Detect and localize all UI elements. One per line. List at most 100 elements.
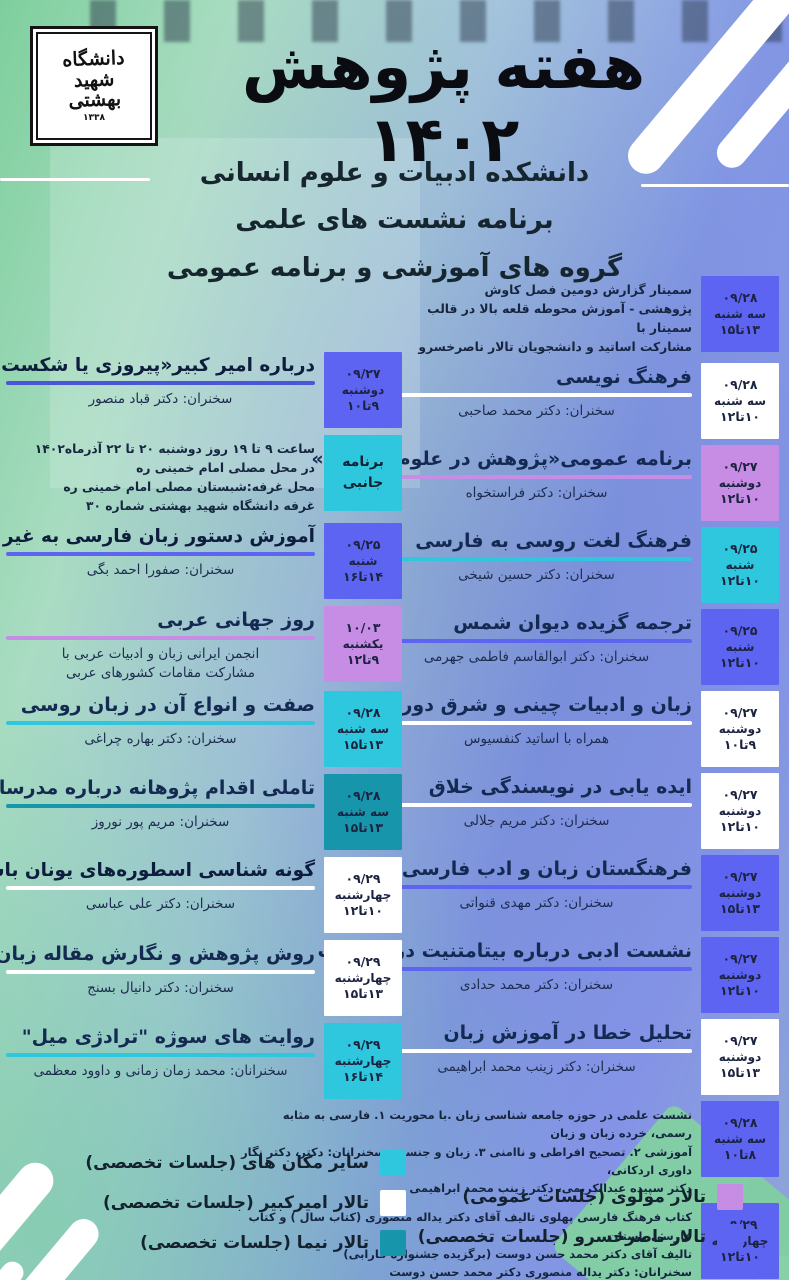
event-date-badge: ۱۰/۰۳ یکشنبه ۹تا۱۲ (324, 606, 402, 683)
event-day: سه شنبه (713, 307, 767, 321)
event-title: گونه شناسی اسطوره‌های یونان باستان (0, 860, 315, 881)
event-speaker: سخنران: دکتر حسین شیخی (458, 566, 615, 583)
university-logo-text: دانشگاه شهید بهشتی (61, 46, 125, 112)
event-card: ۰۹/۲۷ دوشنبه ۱۳تا۱۵ فرهنگستان زبان و ادب… (381, 855, 779, 932)
decor-hline-right (641, 184, 789, 187)
event-time: ۱۳تا۱۵ (720, 322, 760, 337)
event-day: چهارشنبه (334, 1054, 392, 1068)
event-speaker: سخنران: دکتر دانیال بسنج (87, 979, 234, 996)
event-time: ۱۰تا۱۲ (720, 1249, 760, 1265)
event-card: ۰۹/۲۹ چهارشنبه ۱۰تا۱۲ کتاب فرهنگ فارسی پ… (248, 1203, 779, 1280)
event-time: ۱۰تا۱۲ (720, 655, 760, 671)
event-description: سمینار گزارش دومین فصل کاوش پژوهشی - آمو… (418, 283, 692, 355)
event-date: ۱۰/۰۳ (345, 619, 381, 635)
event-speaker: سخنران: دکتر محمد حدادی (459, 976, 614, 993)
event-date-badge: ۰۹/۲۹ چهارشنبه ۱۴تا۱۶ (324, 1023, 402, 1099)
event-underline (6, 552, 315, 557)
event-title: روز جهانی عربی (157, 609, 315, 632)
event-date: ۰۹/۲۸ (722, 1114, 758, 1130)
event-time: ۹تا۱۲ (346, 652, 380, 668)
event-title: تاملی اقدام پژوهانه درباره مدرسان آزفا (0, 777, 315, 799)
event-day: دوشنبه (718, 1050, 762, 1065)
event-date: ۰۹/۲۸ (722, 289, 758, 305)
event-underline (6, 1052, 315, 1057)
event-title: درباره امیر کبیر«پیروزی یا شکست قاجاریه» (0, 355, 315, 376)
events-column-left: ۰۹/۲۷ دوشنبه ۹تا۱۰ درباره امیر کبیر«پیرو… (0, 352, 402, 1106)
event-date-badge: ۰۹/۲۹ چهارشنبه ۱۰تا۱۲ (324, 857, 402, 933)
decor-hline-left (0, 178, 150, 181)
legend-row: تالار ناصرخسرو (جلسات تخصصی) (395, 1224, 743, 1250)
event-card: ۰۹/۲۹ چهارشنبه ۱۴تا۱۶ روایت های سوژه "تر… (6, 1023, 402, 1099)
event-speaker: سخنران: دکتر مهدی قنواتی (459, 894, 614, 911)
event-date: ۰۹/۲۷ (722, 1032, 758, 1048)
event-time: ۱۳تا۱۵ (343, 820, 383, 835)
event-day: سه شنبه (713, 394, 767, 409)
event-underline (381, 638, 692, 643)
event-card: ۰۹/۲۵ شنبه ۱۰تا۱۲ ترجمه گزیده دیوان شمس … (381, 609, 779, 686)
page-subtitle: دانشکده ادبیات و علوم انسانی برنامه نشست… (166, 158, 623, 283)
event-date: ۰۹/۲۷ (722, 786, 758, 802)
event-title: فرهنگستان زبان و ادب فارسی (401, 858, 692, 881)
legend-swatch-other-venues (380, 1150, 406, 1176)
event-date: ۰۹/۲۹ (345, 953, 381, 969)
legend-swatch-nima-hall (380, 1230, 406, 1256)
event-underline (6, 803, 315, 808)
event-underline (6, 635, 315, 640)
event-title: فرهنگ نویسی (556, 366, 692, 389)
event-title: ترجمه گزیده دیوان شمس (453, 612, 692, 635)
event-date: ۰۹/۲۸ (345, 787, 381, 803)
event-date: ۰۹/۲۹ (345, 870, 381, 886)
event-description: کتاب فرهنگ فارسی پهلوی تالیف آقای دکتر ی… (248, 1210, 692, 1280)
event-day: چهارشنبه (334, 888, 392, 902)
event-date-badge: ۰۹/۲۵ شنبه ۱۰تا۱۲ (701, 609, 779, 686)
event-time: ۱۳تا۱۵ (720, 901, 760, 917)
event-speaker: سخنران: صفورا احمد بگی (86, 562, 235, 579)
event-speaker: همراه با اساتید کنفسیوس (464, 730, 609, 747)
event-time: ۸تا۱۰ (723, 1147, 757, 1163)
event-day: شنبه (725, 640, 755, 655)
event-underline (6, 969, 315, 974)
event-time: ۱۰تا۱۲ (720, 409, 760, 425)
legend-row: سایر مکان های (جلسات تخصصی) (52, 1150, 406, 1176)
event-date-badge: ۰۹/۲۵ شنبه ۱۰تا۱۲ (701, 527, 779, 604)
event-card: ۰۹/۲۷ دوشنبه ۱۰تا۱۲ نشست ادبی درباره بیت… (317, 937, 779, 1014)
event-date: ۰۹/۲۵ (722, 540, 758, 556)
event-title: تحلیل خطا در آموزش زبان (443, 1022, 692, 1045)
event-card: ۰۹/۲۸ سه شنبه ۸تا۱۰ نشست علمی در حوزه جا… (241, 1101, 779, 1197)
event-card: ۰۹/۲۷ دوشنبه ۹تا۱۰ درباره امیر کبیر«پیرو… (0, 352, 402, 428)
event-title: روش پژوهش و نگارش مقاله زبان فرانسه (0, 943, 315, 965)
legend-row: تالار امیرکبیر (جلسات تخصصی) (52, 1190, 406, 1216)
event-card: ۰۹/۲۸ سه شنبه ۱۳تا۱۵ تاملی اقدام پژوهانه… (0, 774, 402, 850)
event-date-badge: ۰۹/۲۸ سه شنبه ۱۳تا۱۵ (324, 774, 402, 850)
event-time: ۱۳تا۱۵ (343, 737, 383, 752)
top-photo-figures-decor (90, 0, 789, 42)
event-card: ۰۹/۲۹ چهارشنبه ۱۳تا۱۵ روش پژوهش و نگارش … (0, 940, 402, 1016)
event-date: ۰۹/۲۷ (722, 868, 758, 884)
event-card: ۰۹/۲۵ شنبه ۱۴تا۱۶ آموزش دستور زبان فارسی… (0, 523, 402, 600)
event-card: ۰۹/۲۷ دوشنبه ۱۰تا۱۲ برنامه عمومی«پژوهش د… (311, 445, 779, 522)
event-time: ۱۰تا۱۲ (720, 983, 760, 999)
event-time: ۹تا۱۰ (346, 398, 380, 413)
event-day: شنبه (725, 558, 755, 573)
event-time: ۱۴تا۱۶ (343, 1069, 383, 1084)
event-day: دوشنبه (718, 804, 762, 819)
event-time: ۱۰تا۱۲ (720, 491, 760, 507)
event-day: دوشنبه (718, 476, 762, 491)
event-underline (381, 966, 692, 971)
event-speaker: سخنرانان: محمد زمان زمانی و داوود معظمی (33, 1062, 288, 1079)
event-speaker: سخنران: دکتر ابوالقاسم فاطمی جهرمی (423, 648, 650, 665)
side-program-badge: برنامه جانبی (324, 435, 402, 511)
event-day: چهارشنبه (334, 971, 392, 985)
event-date: ۰۹/۲۷ (345, 365, 381, 381)
events-column-right: ۰۹/۲۸ سه شنبه ۱۳تا۱۵ سمینار گزارش دومین … (241, 276, 779, 1280)
event-date-badge: ۰۹/۲۷ دوشنبه ۱۰تا۱۲ (701, 445, 779, 522)
event-card: ۰۹/۲۸ سه شنبه ۱۳تا۱۵ سمینار گزارش دومین … (381, 276, 779, 357)
event-underline (6, 381, 315, 386)
event-underline (381, 392, 692, 397)
event-time: ۱۳تا۱۵ (720, 1065, 760, 1081)
event-date-badge: ۰۹/۲۷ دوشنبه ۱۰تا۱۲ (701, 937, 779, 1014)
legend-row: تالار مولوی (جلسات عمومی) (395, 1184, 743, 1210)
event-card: ۰۹/۲۷ دوشنبه ۱۰تا۱۲ ایده یابی در نویسندگ… (381, 773, 779, 850)
event-speaker: سخنران: مریم پور نوروز (91, 813, 230, 830)
event-day: دوشنبه (341, 383, 385, 397)
